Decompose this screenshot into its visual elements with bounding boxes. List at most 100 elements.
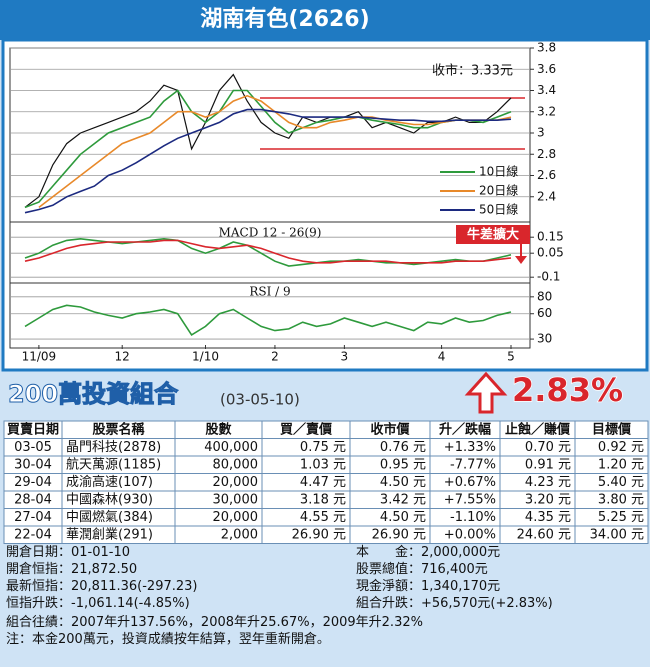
summary-item: 開倉日期：01-01-10 — [6, 545, 130, 560]
legend-label: 50日線 — [479, 202, 518, 217]
table-cell: 26.90 元 — [372, 527, 426, 542]
table-cell: 0.95 元 — [380, 457, 426, 472]
annotation-arrow — [515, 244, 527, 264]
table-cell: 20,000 — [213, 510, 259, 525]
table-cell: 1.20 元 — [598, 457, 644, 472]
table-cell: 0.92 元 — [598, 440, 644, 455]
x-tick-label: 11/09 — [22, 350, 57, 364]
annotation-box — [456, 225, 530, 244]
note: 組合往績：2007年升137.56%，2008年升25.67%，2009年升2.… — [6, 615, 423, 630]
table-cell: 22-04 — [14, 527, 52, 542]
y-tick-label: 80 — [537, 289, 552, 303]
annotation: 收市：3.33元 — [432, 63, 513, 79]
table-cell: 0.91 元 — [525, 457, 571, 472]
summary-item: 現金淨額：1,340,170元 — [356, 578, 500, 594]
table-cell: 400,000 — [204, 440, 258, 455]
y-tick-label: 3.2 — [537, 104, 556, 118]
table-cell: -7.77% — [450, 457, 496, 472]
y-tick-label: 3.4 — [537, 83, 556, 97]
table-cell: 1.03 元 — [300, 457, 346, 472]
column-header: 買賣日期 — [7, 421, 59, 437]
y-tick-label: 30 — [537, 332, 552, 346]
portfolio-change: 2.83% — [512, 371, 623, 409]
x-tick-label: 1/10 — [192, 350, 219, 364]
table-cell: 20,000 — [213, 475, 259, 490]
summary-item: 組合升跌：+56,570元(+2.83%) — [356, 595, 553, 611]
table-cell: 80,000 — [213, 457, 259, 472]
table-cell: 5.25 元 — [598, 510, 644, 525]
x-tick-label: 12 — [115, 350, 130, 364]
header-title: 湖南有色(2626) — [200, 6, 369, 32]
column-header: 股數 — [205, 421, 231, 437]
column-header: 升／跌幅 — [439, 421, 491, 437]
table-cell: 航天萬源(1185) — [66, 456, 161, 472]
header-bar — [0, 0, 650, 40]
portfolio-title: 200萬投資組合 — [8, 380, 179, 408]
table-cell: +0.67% — [444, 475, 496, 490]
table-cell: 3.20 元 — [525, 492, 571, 507]
summary-item: 最新恒指：20,811.36(-297.23) — [6, 578, 197, 594]
table-cell: 4.50 元 — [380, 475, 426, 490]
table-cell: 27-04 — [14, 510, 52, 525]
column-header: 目標價 — [592, 421, 632, 437]
column-header: 收市價 — [370, 421, 410, 437]
table-cell: 中國森林(930) — [66, 492, 153, 507]
table-cell: 34.00 元 — [590, 527, 644, 542]
series-line — [24, 108, 512, 214]
y-tick-label: 3.6 — [537, 62, 556, 76]
y-tick-label: 2.4 — [537, 189, 556, 203]
table-cell: +0.00% — [444, 527, 496, 542]
series-line — [24, 304, 512, 336]
y-tick-label: 2.6 — [537, 168, 556, 182]
series-line — [24, 73, 512, 208]
table-cell: 03-05 — [14, 440, 52, 455]
y-tick-label: 0.15 — [537, 230, 564, 244]
x-tick-label: 3 — [341, 350, 349, 364]
portfolio-date: (03-05-10) — [220, 391, 300, 409]
table-cell: 中國燃氣(384) — [66, 509, 153, 525]
table-cell: 24.60 元 — [517, 527, 571, 542]
table-bg — [3, 420, 649, 544]
table-cell: 3.18 元 — [300, 492, 346, 507]
table-cell: 0.70 元 — [525, 440, 571, 455]
table-cell: 3.42 元 — [380, 492, 426, 507]
table-cell: 30,000 — [213, 492, 259, 507]
panel-title: RSI / 9 — [249, 285, 290, 299]
table-cell: 0.75 元 — [300, 440, 346, 455]
summary-item: 本 金：2,000,000元 — [356, 544, 500, 560]
table-cell: 成渝高速(107) — [66, 474, 153, 490]
y-tick-label: 2.8 — [537, 147, 556, 161]
note: 注：本金200萬元，投資成績按年結算，翌年重新開倉。 — [6, 631, 330, 647]
y-tick-label: 60 — [537, 306, 552, 320]
table-cell: +7.55% — [444, 492, 496, 507]
table-cell: +1.33% — [444, 440, 496, 455]
y-tick-label: -0.1 — [537, 270, 560, 284]
x-tick-label: 5 — [507, 350, 515, 364]
table-cell: 4.55 元 — [300, 510, 346, 525]
series-line — [24, 239, 512, 264]
y-tick-label: 0.05 — [537, 246, 564, 260]
table-cell: 28-04 — [14, 492, 52, 507]
table-cell: 4.23 元 — [525, 475, 571, 490]
legend-label: 10日線 — [479, 164, 518, 179]
table-cell: 4.50 元 — [380, 510, 426, 525]
x-tick-label: 4 — [438, 350, 446, 364]
table-cell: 0.76 元 — [380, 440, 426, 455]
table-cell: 華潤創業(291) — [66, 526, 153, 542]
column-header: 股票名稱 — [92, 421, 144, 437]
table-cell: 26.90 元 — [292, 527, 346, 542]
up-arrow — [464, 371, 508, 414]
table-cell: 4.47 元 — [300, 475, 346, 490]
column-header: 買／賣價 — [280, 421, 333, 437]
summary-item: 開倉恒指：21,872.50 — [6, 562, 137, 577]
table-cell: 3.80 元 — [598, 492, 644, 507]
table-cell: 29-04 — [14, 475, 52, 490]
table-cell: 5.40 元 — [598, 475, 644, 490]
table-cell: 30-04 — [14, 457, 52, 472]
table-cell: 2,000 — [221, 527, 258, 542]
series-line — [24, 89, 512, 209]
table-cell: -1.10% — [450, 510, 496, 525]
column-header: 止蝕／賺價 — [505, 421, 571, 437]
panel-title: MACD 12 - 26(9) — [219, 226, 322, 240]
